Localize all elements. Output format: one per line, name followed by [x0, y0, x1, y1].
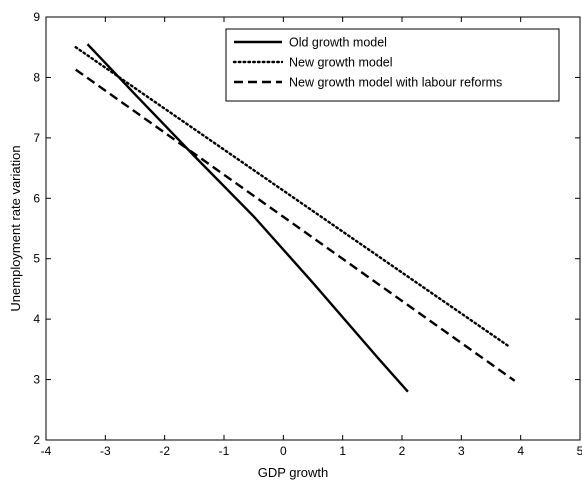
y-tick-label: 7 [33, 131, 40, 145]
y-tick-label: 5 [33, 252, 40, 266]
legend-label: Old growth model [289, 36, 387, 50]
y-tick-label: 8 [33, 70, 40, 84]
y-tick-label: 9 [33, 10, 40, 24]
x-tick-label: 5 [577, 444, 582, 458]
x-tick-label: 0 [280, 444, 287, 458]
x-tick-label: -3 [100, 444, 111, 458]
series-layer [74, 43, 516, 393]
legend: Old growth model New growth model New grow… [225, 28, 560, 102]
x-tick-label: -2 [159, 444, 170, 458]
x-tick-label: -4 [41, 444, 52, 458]
series-line-1 [86, 43, 409, 393]
y-tick-label: 3 [33, 373, 40, 387]
series-line-2 [74, 46, 510, 348]
plot-frame [45, 16, 581, 441]
legend-label: New growth model [289, 56, 393, 70]
x-tick-label: 1 [339, 444, 346, 458]
x-tick-label: 4 [517, 444, 524, 458]
series-line-3 [75, 68, 516, 382]
y-tick-label: 6 [33, 191, 40, 205]
legend-label: New growth model with labour reforms [289, 76, 502, 90]
x-axis-label: GDP growth [258, 465, 329, 480]
x-tick-label: 3 [458, 444, 465, 458]
x-tick-label: 2 [399, 444, 406, 458]
y-tick-label: 2 [33, 433, 40, 447]
x-tick-label: -1 [219, 444, 230, 458]
y-axis-label: Unemployment rate variation [8, 145, 23, 311]
y-tick-label: 4 [33, 312, 40, 326]
